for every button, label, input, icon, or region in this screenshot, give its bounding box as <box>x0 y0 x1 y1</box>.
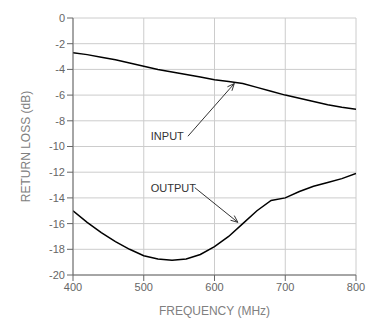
svg-text:700: 700 <box>276 281 294 293</box>
svg-text:-2: -2 <box>55 38 65 50</box>
svg-text:600: 600 <box>205 281 223 293</box>
svg-text:-4: -4 <box>55 63 65 75</box>
svg-text:INPUT: INPUT <box>151 130 184 142</box>
svg-text:-18: -18 <box>49 243 65 255</box>
svg-text:RETURN LOSS (dB): RETURN LOSS (dB) <box>19 91 33 202</box>
svg-text:0: 0 <box>59 12 65 24</box>
svg-text:-10: -10 <box>49 140 65 152</box>
svg-text:-8: -8 <box>55 115 65 127</box>
svg-text:-20: -20 <box>49 269 65 281</box>
svg-text:-14: -14 <box>49 192 65 204</box>
svg-text:OUTPUT: OUTPUT <box>151 182 197 194</box>
svg-text:500: 500 <box>135 281 153 293</box>
svg-text:-16: -16 <box>49 218 65 230</box>
svg-text:800: 800 <box>347 281 365 293</box>
svg-text:FREQUENCY (MHz): FREQUENCY (MHz) <box>159 304 270 318</box>
svg-text:-6: -6 <box>55 89 65 101</box>
svg-text:-12: -12 <box>49 166 65 178</box>
svg-text:400: 400 <box>64 281 82 293</box>
